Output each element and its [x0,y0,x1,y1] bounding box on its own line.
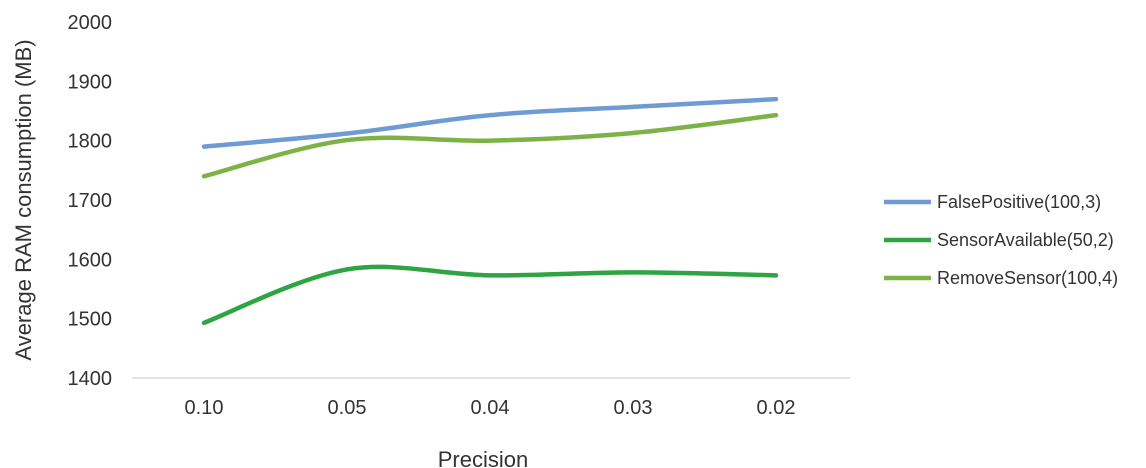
y-tick-label: 1900 [68,71,113,93]
legend-item: RemoveSensor(100,4) [884,268,1118,288]
y-tick-label: 1500 [68,309,113,331]
series-lines [201,96,779,326]
y-tick-label: 1700 [68,190,113,212]
series-line-2 [201,264,779,326]
x-tick-label: 0.05 [328,397,367,419]
legend-label: FalsePositive(100,3) [937,192,1101,212]
legend-label: RemoveSensor(100,4) [937,268,1118,288]
y-axis-ticks: 1400 1500 1600 1700 1800 1900 2000 [68,12,113,390]
legend-item: SensorAvailable(50,2) [884,230,1114,250]
legend-item: FalsePositive(100,3) [884,192,1101,212]
y-tick-label: 1400 [68,368,113,390]
legend: FalsePositive(100,3) SensorAvailable(50,2… [884,192,1118,288]
x-tick-label: 0.10 [185,397,224,419]
x-axis-ticks: 0.10 0.05 0.04 0.03 0.02 [185,397,796,419]
y-tick-label: 2000 [68,12,113,34]
series-line-1 [201,96,779,149]
y-axis-title: Average RAM consumption (MB) [11,39,36,360]
legend-label: SensorAvailable(50,2) [937,230,1114,250]
y-tick-label: 1800 [68,131,113,153]
x-axis-title: Precision [438,447,528,468]
x-tick-label: 0.02 [757,397,796,419]
series-line-3 [201,112,779,179]
x-tick-label: 0.04 [471,397,510,419]
x-tick-label: 0.03 [614,397,653,419]
y-tick-label: 1600 [68,249,113,271]
